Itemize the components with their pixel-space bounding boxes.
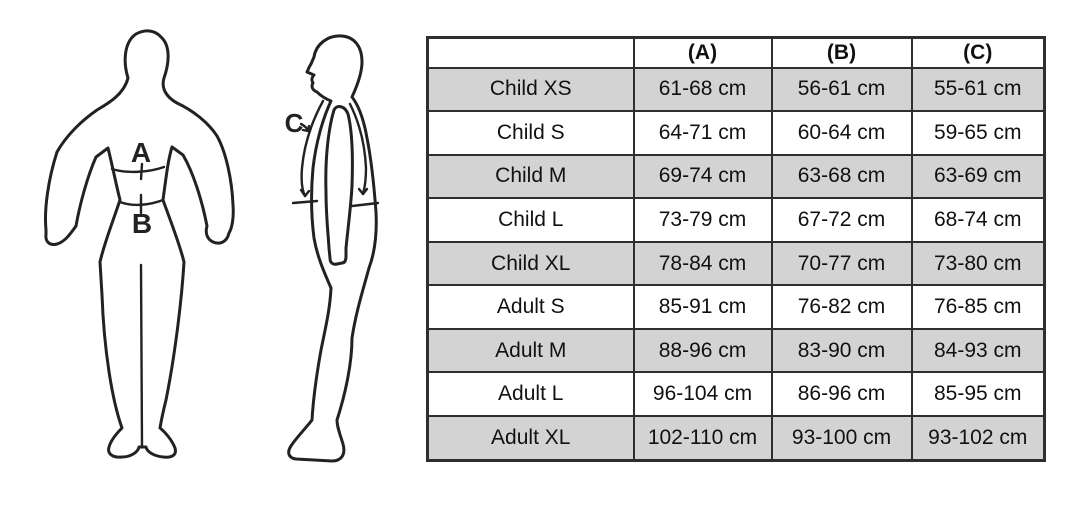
value-a: 102-110 cm <box>632 415 773 462</box>
label-c-arrow <box>299 122 311 133</box>
table-row: Adult XL 102-110 cm 93-100 cm 93-102 cm <box>426 415 1046 462</box>
size-label: Child M <box>426 153 635 200</box>
size-label: Child L <box>426 197 635 243</box>
header-measurement-c: (C) <box>910 36 1046 69</box>
size-label: Adult L <box>426 371 635 417</box>
measurement-figures: A B C <box>44 29 380 463</box>
table-row: Child XS 61-68 cm 56-61 cm 55-61 cm <box>426 66 1046 113</box>
value-b: 83-90 cm <box>770 327 913 374</box>
size-table: (A) (B) (C) Child XS 61-68 cm 56-61 cm 5… <box>426 36 1046 462</box>
side-arm-outline <box>324 105 354 266</box>
value-a: 78-84 cm <box>632 240 773 287</box>
value-a: 73-79 cm <box>632 197 773 243</box>
value-b: 93-100 cm <box>770 415 913 462</box>
size-label: Adult S <box>426 284 635 330</box>
size-label: Adult M <box>426 327 635 374</box>
value-c: 63-69 cm <box>910 153 1046 200</box>
value-a: 85-91 cm <box>632 284 773 330</box>
value-a: 88-96 cm <box>632 327 773 374</box>
table-row: Adult S 85-91 cm 76-82 cm 76-85 cm <box>426 284 1046 330</box>
size-label: Adult XL <box>426 415 635 462</box>
header-size-column <box>426 36 635 69</box>
chest-measure-line <box>110 165 166 174</box>
front-torso-measure-line <box>300 99 325 198</box>
table-row: Child XL 78-84 cm 70-77 cm 73-80 cm <box>426 240 1046 287</box>
label-a: A <box>131 137 151 168</box>
value-a: 64-71 cm <box>632 110 773 156</box>
value-b: 86-96 cm <box>770 371 913 417</box>
size-label: Child XL <box>426 240 635 287</box>
value-c: 68-74 cm <box>910 197 1046 243</box>
value-a: 69-74 cm <box>632 153 773 200</box>
size-label: Child S <box>426 110 635 156</box>
back-measure-arrowhead <box>357 187 369 196</box>
value-c: 84-93 cm <box>910 327 1046 374</box>
value-a: 61-68 cm <box>632 66 773 113</box>
value-b: 63-68 cm <box>770 153 913 200</box>
chest-tick <box>139 162 144 181</box>
size-label: Child XS <box>426 66 635 113</box>
front-figure: A B <box>44 29 235 459</box>
value-b: 67-72 cm <box>770 197 913 243</box>
center-leg-line <box>139 263 144 448</box>
table-row: Child S 64-71 cm 60-64 cm 59-65 cm <box>426 110 1046 156</box>
table-row: Adult L 96-104 cm 86-96 cm 85-95 cm <box>426 371 1046 417</box>
value-c: 85-95 cm <box>910 371 1046 417</box>
size-table-body: Child XS 61-68 cm 56-61 cm 55-61 cm Chil… <box>426 66 1046 462</box>
value-c: 59-65 cm <box>910 110 1046 156</box>
label-b: B <box>132 208 152 239</box>
size-table-header: (A) (B) (C) <box>426 36 1046 69</box>
table-row: Adult M 88-96 cm 83-90 cm 84-93 cm <box>426 327 1046 374</box>
value-c: 73-80 cm <box>910 240 1046 287</box>
value-b: 60-64 cm <box>770 110 913 156</box>
back-torso-measure-line <box>348 102 368 196</box>
value-c: 93-102 cm <box>910 415 1046 462</box>
table-row: Child M 69-74 cm 63-68 cm 63-69 cm <box>426 153 1046 200</box>
value-c: 76-85 cm <box>910 284 1046 330</box>
value-c: 55-61 cm <box>910 66 1046 113</box>
front-measure-arrowhead <box>299 188 311 198</box>
header-measurement-b: (B) <box>770 36 913 69</box>
front-measure-endbar <box>291 199 319 205</box>
value-b: 76-82 cm <box>770 284 913 330</box>
value-a: 96-104 cm <box>632 371 773 417</box>
table-row: Child L 73-79 cm 67-72 cm 68-74 cm <box>426 197 1046 243</box>
front-body-outline <box>44 29 235 459</box>
label-c: C <box>285 108 304 138</box>
value-b: 56-61 cm <box>770 66 913 113</box>
back-measure-endbar <box>350 201 380 208</box>
value-b: 70-77 cm <box>770 240 913 287</box>
header-measurement-a: (A) <box>632 36 773 69</box>
side-figure: C <box>285 34 380 463</box>
header-row: (A) (B) (C) <box>426 36 1046 69</box>
